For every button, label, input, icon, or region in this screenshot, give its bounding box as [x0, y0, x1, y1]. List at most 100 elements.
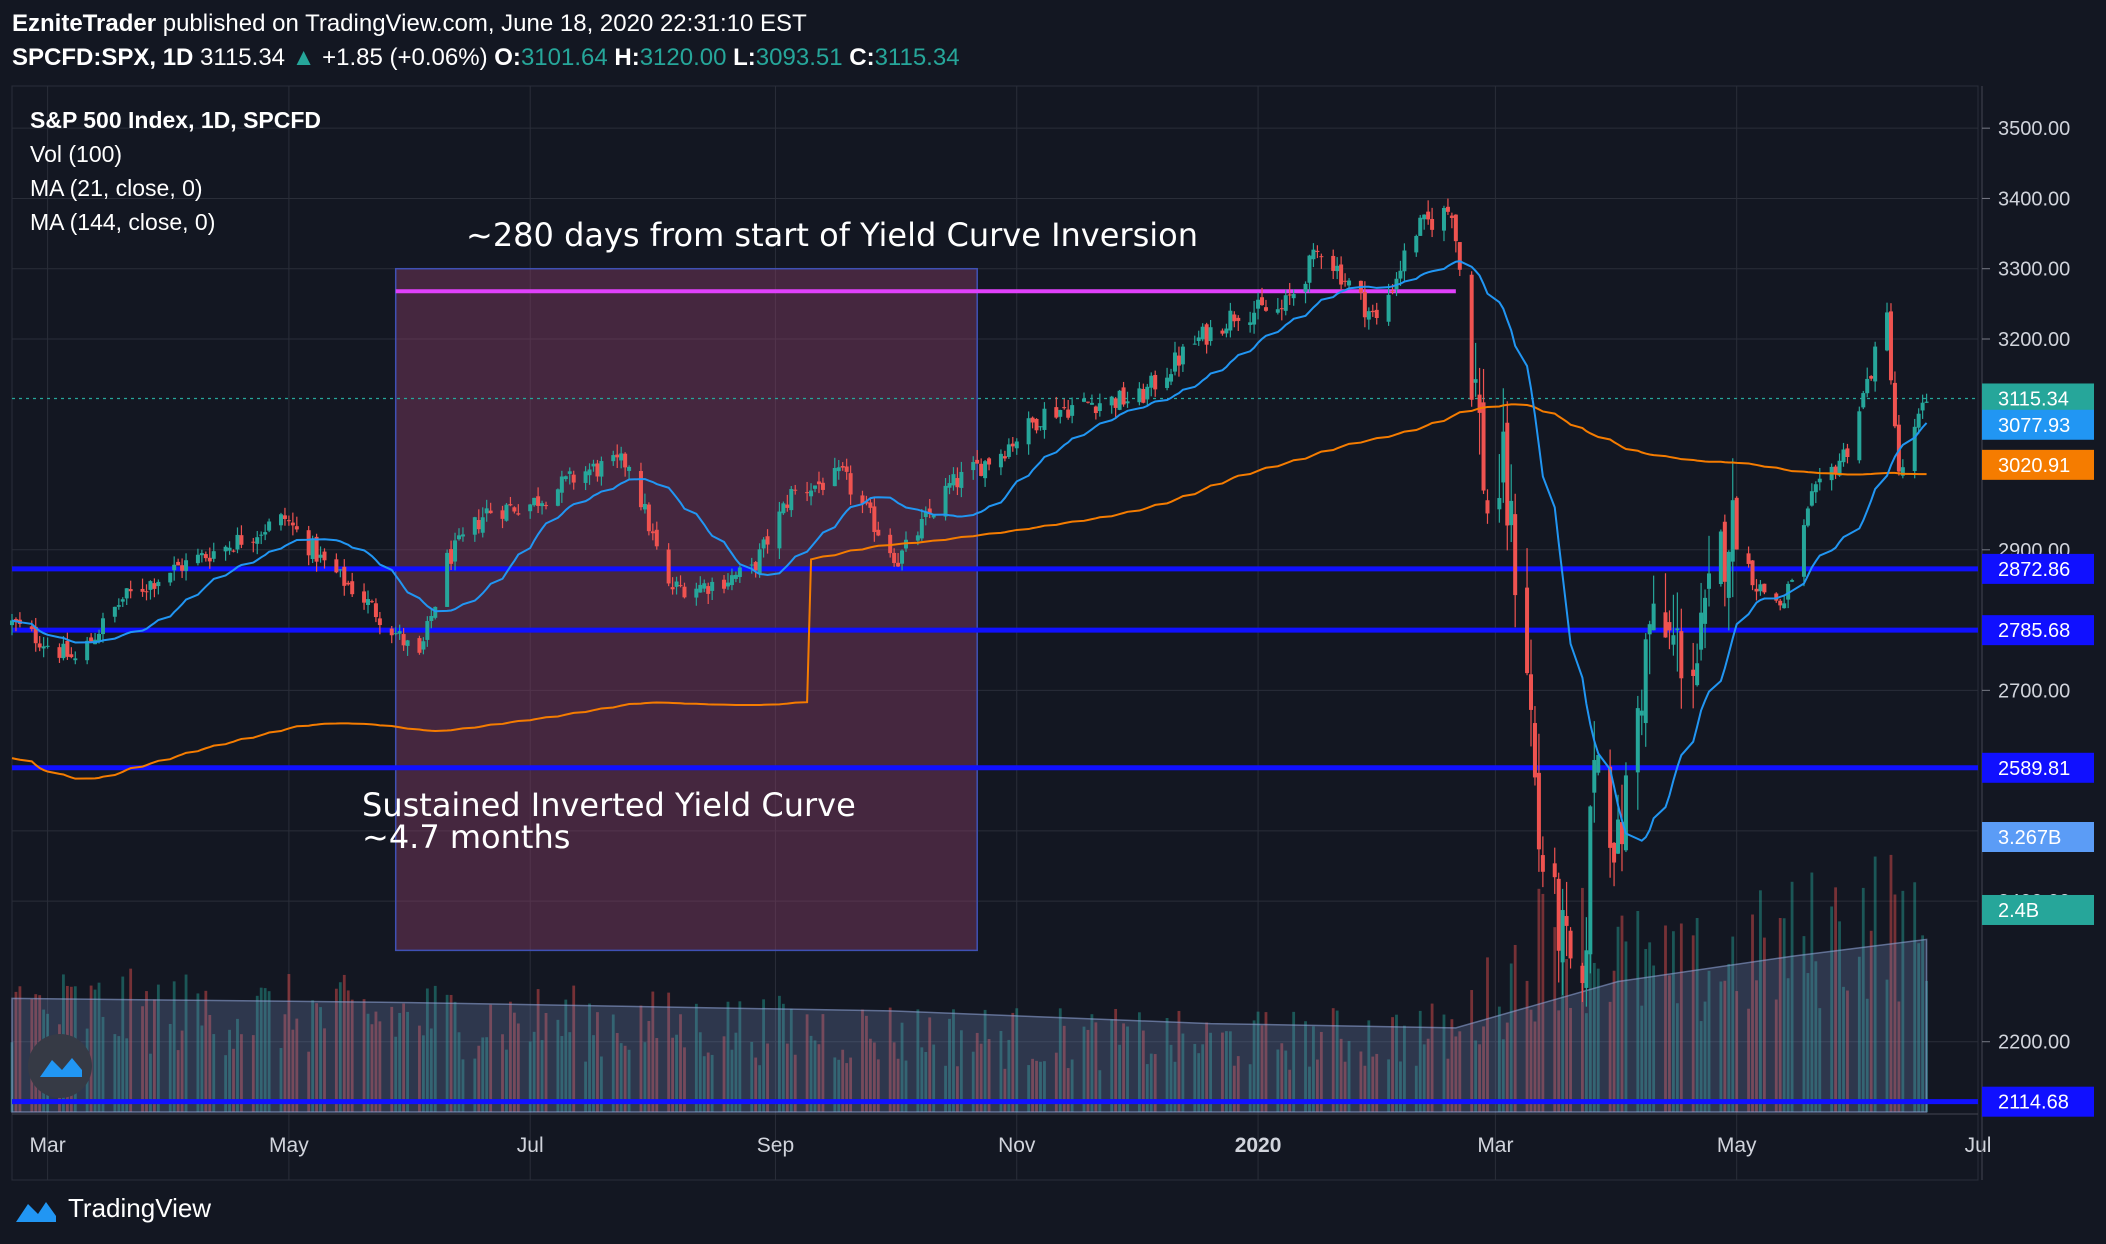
volume-bars: [10, 854, 1928, 1113]
candle-body-222: [1236, 317, 1241, 321]
volume-bar-52: [295, 1018, 299, 1112]
volume-bar-313: [1747, 1008, 1750, 1112]
candle-body-8: [57, 647, 62, 658]
legend-ma21[interactable]: MA (21, close, 0): [30, 175, 203, 201]
volume-bar-157: [876, 1059, 880, 1112]
volume-bar-75: [425, 988, 429, 1112]
candle-body-193: [1082, 398, 1087, 402]
candle-body-147: [820, 482, 825, 490]
volume-bar-185: [1035, 1060, 1038, 1112]
candle-body-70: [397, 631, 402, 634]
volume-bar-340: [1893, 894, 1897, 1112]
chart-tv-logo[interactable]: [28, 1034, 92, 1098]
volume-bar-132: [738, 1001, 742, 1112]
volume-bar-296: [1648, 942, 1652, 1112]
volume-bar-27: [156, 984, 160, 1112]
volume-bar-244: [1363, 1065, 1367, 1112]
candle-body-95: [536, 496, 541, 506]
volume-bar-265: [1478, 1044, 1481, 1112]
volume-bar-210: [1173, 1061, 1177, 1112]
time-axis[interactable]: Mar May Jul Sep Nov 2020 Mar May Jul: [12, 1113, 1991, 1157]
footer-brand[interactable]: TradingView: [14, 1193, 211, 1224]
candle-body-286: [1592, 760, 1597, 793]
candle-body-339: [1888, 311, 1893, 381]
volume-bar-176: [983, 1009, 987, 1112]
candle-body-159: [892, 552, 897, 564]
candle-body-28: [168, 572, 173, 583]
tv-badge: [28, 1034, 92, 1098]
candle-body-293: [1635, 708, 1640, 773]
volume-bar-198: [1110, 1019, 1114, 1112]
candle-body-145: [813, 485, 818, 489]
volume-bar-32: [184, 974, 188, 1112]
low-label: L:: [733, 44, 756, 71]
volume-bar-25: [149, 1053, 152, 1112]
candle-body-114: [642, 503, 647, 510]
volume-bar-69: [394, 1036, 398, 1112]
volume-bar-232: [1292, 1011, 1296, 1112]
close-label: C:: [849, 44, 875, 71]
candle-body-278: [1552, 863, 1557, 878]
candle-body-36: [207, 557, 212, 562]
candle-body-312: [1734, 497, 1739, 550]
candle-body-11: [69, 654, 74, 658]
volume-bar-285: [1588, 946, 1592, 1112]
candle-body-157: [876, 529, 881, 536]
candle-body-262: [1457, 242, 1462, 270]
yield-curve-box: [394, 267, 978, 952]
candle-body-223: [1248, 322, 1253, 325]
volume-bar-136: [762, 999, 765, 1112]
volume-bar-46: [263, 988, 267, 1112]
price-tag-2-bg: [1982, 449, 2094, 480]
candle-body-334: [1861, 393, 1866, 408]
candle-body-261: [1453, 214, 1458, 242]
x-tick-label-6: Mar: [1477, 1134, 1513, 1157]
candle-body-338: [1885, 312, 1890, 351]
candle-body-62: [350, 581, 355, 595]
volume-bar-73: [418, 1025, 421, 1112]
volume-bar-51: [291, 1029, 295, 1112]
candle-body-120: [674, 581, 679, 587]
volume-bar-60: [342, 974, 346, 1112]
candle-body-22: [128, 589, 133, 592]
volume-bar-140: [785, 1043, 789, 1112]
candle-body-68: [389, 628, 394, 636]
candle-body-282: [1568, 930, 1573, 959]
volume-bar-332: [1846, 990, 1849, 1112]
candle-body-200: [1117, 390, 1122, 410]
candle-body-20: [120, 599, 125, 602]
legend-ma144[interactable]: MA (144, close, 0): [30, 209, 215, 235]
brand-name: TradingView: [68, 1193, 212, 1223]
volume-bar-310: [1727, 963, 1731, 1112]
volume-bar-130: [730, 1049, 734, 1112]
candle-body-6: [41, 646, 46, 649]
volume-bar-219: [1225, 1031, 1228, 1112]
candle-body-87: [488, 510, 493, 514]
volume-bar-76: [429, 1028, 433, 1112]
candle-body-129: [725, 582, 730, 587]
volume-bar-186: [1039, 1061, 1042, 1112]
price-tag-5-bg: [1982, 752, 2094, 783]
volume-bar-159: [892, 1042, 896, 1112]
candle-body-65: [369, 601, 374, 603]
candle-body-30: [176, 561, 181, 566]
volume-bar-129: [726, 1001, 730, 1112]
author-name[interactable]: EzniteTrader: [12, 10, 157, 37]
candle-body-184: [1030, 417, 1035, 423]
candle-body-322: [1790, 580, 1795, 582]
volume-bar-320: [1782, 918, 1786, 1112]
candle-body-180: [1006, 444, 1011, 457]
volume-bar-36: [208, 1014, 212, 1112]
candle-body-41: [235, 534, 240, 550]
volume-bar-309: [1723, 980, 1727, 1112]
candle-body-110: [619, 453, 624, 461]
candle-body-121: [678, 585, 683, 587]
volume-bar-15: [93, 989, 97, 1112]
volume-bar-303: [1691, 935, 1695, 1112]
legend-title[interactable]: S&P 500 Index, 1D, SPCFD: [30, 107, 321, 133]
volume-bar-163: [916, 1009, 920, 1112]
volume-bar-56: [319, 1007, 322, 1112]
volume-bar-195: [1090, 1014, 1094, 1112]
legend-vol[interactable]: Vol (100): [30, 141, 122, 167]
